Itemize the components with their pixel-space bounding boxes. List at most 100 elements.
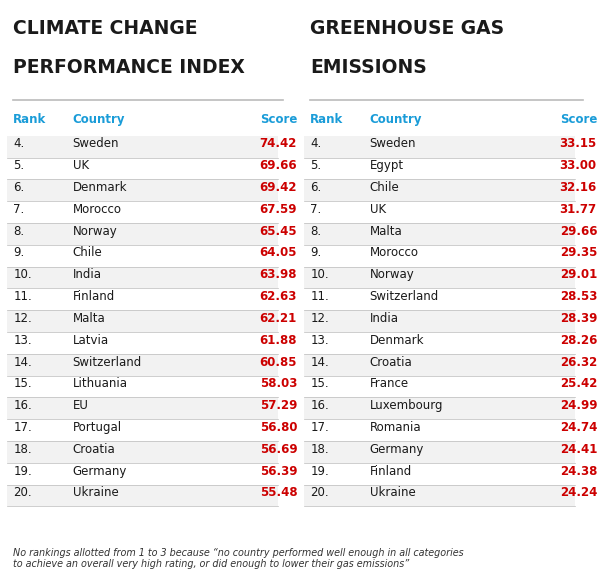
Text: Germany: Germany [370, 443, 424, 456]
Bar [304, 441, 574, 463]
Text: 6.: 6. [13, 181, 24, 194]
Text: Portugal: Portugal [73, 421, 122, 434]
Text: 63.98: 63.98 [260, 268, 297, 281]
Text: France: France [370, 377, 408, 390]
Text: 64.05: 64.05 [260, 246, 297, 260]
Text: 28.26: 28.26 [560, 334, 597, 347]
Text: Sweden: Sweden [73, 137, 119, 151]
Text: Score: Score [560, 113, 597, 126]
Text: 57.29: 57.29 [260, 399, 297, 412]
Text: 33.00: 33.00 [560, 159, 597, 172]
Text: 24.99: 24.99 [560, 399, 597, 412]
Text: Score: Score [260, 113, 297, 126]
Text: 5.: 5. [310, 159, 321, 172]
Bar [7, 485, 278, 507]
Text: 7.: 7. [13, 203, 24, 216]
Text: 31.77: 31.77 [560, 203, 597, 216]
Text: 24.74: 24.74 [560, 421, 597, 434]
Text: 61.88: 61.88 [260, 334, 297, 347]
Text: Denmark: Denmark [73, 181, 127, 194]
Text: Germany: Germany [73, 464, 127, 478]
Text: Luxembourg: Luxembourg [370, 399, 443, 412]
Text: 56.39: 56.39 [260, 464, 297, 478]
Text: 5.: 5. [13, 159, 24, 172]
Text: 16.: 16. [13, 399, 32, 412]
Text: GREENHOUSE GAS: GREENHOUSE GAS [310, 18, 504, 38]
Text: 24.24: 24.24 [560, 486, 597, 499]
Text: Latvia: Latvia [73, 334, 109, 347]
Text: 10.: 10. [310, 268, 329, 281]
Text: 4.: 4. [310, 137, 321, 151]
Bar [7, 136, 278, 158]
Text: 12.: 12. [310, 312, 329, 325]
Text: 8.: 8. [13, 224, 24, 238]
Bar [304, 354, 574, 376]
Text: Switzerland: Switzerland [370, 290, 439, 303]
Bar [7, 267, 278, 288]
Text: Norway: Norway [73, 224, 118, 238]
Text: 9.: 9. [13, 246, 24, 260]
Text: 69.42: 69.42 [260, 181, 297, 194]
Text: Norway: Norway [370, 268, 415, 281]
Text: Ukraine: Ukraine [370, 486, 415, 499]
Text: 18.: 18. [310, 443, 329, 456]
Text: 15.: 15. [310, 377, 329, 390]
Text: India: India [73, 268, 102, 281]
Bar [7, 310, 278, 332]
Text: Morocco: Morocco [73, 203, 122, 216]
Text: 33.15: 33.15 [560, 137, 597, 151]
Text: 17.: 17. [310, 421, 329, 434]
Text: 8.: 8. [310, 224, 321, 238]
Text: 25.42: 25.42 [560, 377, 597, 390]
Text: 14.: 14. [310, 355, 329, 369]
Bar [304, 398, 574, 419]
Text: 13.: 13. [13, 334, 32, 347]
Bar [7, 354, 278, 376]
Text: 28.39: 28.39 [560, 312, 597, 325]
Text: 14.: 14. [13, 355, 32, 369]
Text: 60.85: 60.85 [260, 355, 297, 369]
Text: 16.: 16. [310, 399, 329, 412]
Text: 56.69: 56.69 [260, 443, 298, 456]
Text: 20.: 20. [310, 486, 329, 499]
Text: Croatia: Croatia [370, 355, 412, 369]
Bar [304, 310, 574, 332]
Text: 15.: 15. [13, 377, 32, 390]
Text: 74.42: 74.42 [260, 137, 297, 151]
Text: Rank: Rank [310, 113, 344, 126]
Text: Morocco: Morocco [370, 246, 419, 260]
Text: Romania: Romania [370, 421, 421, 434]
Text: Denmark: Denmark [370, 334, 424, 347]
Text: Sweden: Sweden [370, 137, 416, 151]
Text: 28.53: 28.53 [560, 290, 597, 303]
Text: No rankings allotted from 1 to 3 because “no country performed well enough in al: No rankings allotted from 1 to 3 because… [13, 548, 464, 569]
Text: Chile: Chile [370, 181, 399, 194]
Text: Malta: Malta [370, 224, 402, 238]
Bar [7, 398, 278, 419]
Bar [304, 267, 574, 288]
Text: 7.: 7. [310, 203, 321, 216]
Text: Country: Country [370, 113, 422, 126]
Text: Croatia: Croatia [73, 443, 115, 456]
Text: India: India [370, 312, 399, 325]
Text: 13.: 13. [310, 334, 329, 347]
Text: Ukraine: Ukraine [73, 486, 118, 499]
Text: 62.21: 62.21 [260, 312, 297, 325]
Text: 18.: 18. [13, 443, 32, 456]
Text: 24.41: 24.41 [560, 443, 597, 456]
Text: 32.16: 32.16 [560, 181, 597, 194]
Text: 19.: 19. [310, 464, 329, 478]
Text: UK: UK [73, 159, 89, 172]
Text: Malta: Malta [73, 312, 105, 325]
Text: 20.: 20. [13, 486, 32, 499]
Text: 69.66: 69.66 [260, 159, 298, 172]
Text: 24.38: 24.38 [560, 464, 597, 478]
Bar [7, 441, 278, 463]
Text: EU: EU [73, 399, 88, 412]
Text: 58.03: 58.03 [260, 377, 297, 390]
Bar [304, 485, 574, 507]
Text: 12.: 12. [13, 312, 32, 325]
Bar [304, 223, 574, 245]
Text: UK: UK [370, 203, 386, 216]
Text: Chile: Chile [73, 246, 102, 260]
